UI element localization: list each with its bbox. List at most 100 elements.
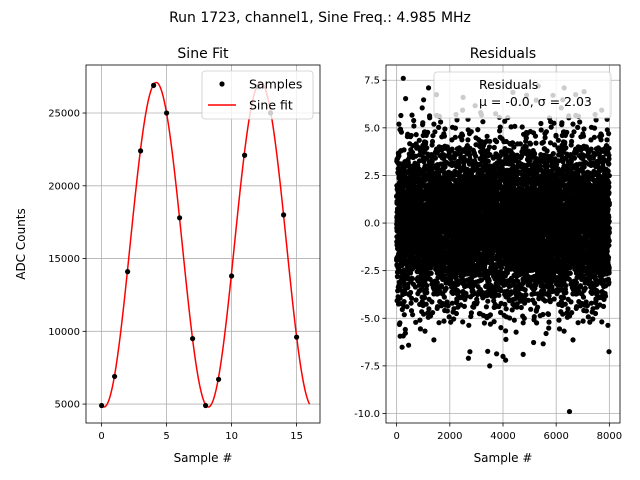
residual-point (409, 275, 415, 282)
residual-point (429, 299, 435, 305)
residual-point (520, 351, 526, 357)
legend-sine-fit-label: Sine fit (249, 98, 293, 113)
residual-point (452, 134, 458, 140)
sample-point (177, 215, 183, 221)
residual-point (397, 295, 403, 301)
residual-point (517, 141, 524, 147)
residual-point (417, 326, 423, 332)
residual-point (494, 139, 500, 145)
residual-point (522, 287, 528, 293)
sine-fit-ytick-label: 20000 (48, 181, 80, 192)
residual-point (422, 328, 428, 334)
residual-point (513, 329, 519, 335)
residuals-panel: 0 2000 4000 6000 8000-10.0-7.5-5.0-2.50.02.5… (354, 46, 622, 465)
residual-point (422, 295, 428, 301)
residual-point (408, 300, 414, 306)
residual-point (511, 317, 517, 323)
residual-point (426, 306, 432, 312)
residual-point (446, 314, 452, 320)
sine-fit-xtick-label: 5 (163, 431, 169, 442)
residual-point (456, 289, 462, 295)
residual-point (402, 330, 408, 336)
residual-point (519, 124, 525, 130)
residual-point (486, 144, 493, 150)
sine-fit-ytick-label: 10000 (48, 327, 80, 338)
sine-fit-xtick-label: 0 (98, 431, 104, 442)
residual-point (432, 129, 438, 135)
residual-point (453, 310, 459, 317)
residual-point (444, 308, 450, 314)
residual-point (452, 125, 458, 131)
residual-point (460, 319, 466, 325)
residual-point (480, 119, 486, 125)
residual-point (503, 328, 509, 334)
residual-point (413, 297, 419, 303)
residual-point (397, 320, 403, 326)
residual-point (485, 158, 491, 164)
sine-fit-ytick-label: 15000 (48, 254, 80, 265)
residual-point (497, 124, 503, 130)
residual-point (523, 292, 529, 298)
residual-point (496, 292, 502, 298)
residual-point (432, 155, 438, 161)
sample-point (112, 373, 118, 380)
residual-point (424, 145, 430, 151)
residual-point (409, 149, 416, 155)
residual-point (441, 294, 447, 300)
legend-samples-label: Samples (249, 77, 302, 92)
sample-point (203, 402, 209, 409)
residual-point (423, 139, 429, 145)
residual-point (498, 325, 504, 331)
residual-point (419, 299, 425, 305)
sample-point (151, 82, 157, 88)
residual-point (427, 115, 433, 121)
residual-point (398, 129, 404, 135)
sample-point (281, 212, 287, 218)
residual-point (424, 290, 430, 296)
residual-point (473, 153, 479, 159)
residual-point (449, 146, 455, 152)
residual-point (413, 319, 419, 325)
residual-point (396, 153, 402, 159)
residual-point (398, 112, 404, 119)
residual-point (441, 318, 447, 324)
sine-fit-ylabel: ADC Counts (14, 208, 28, 280)
residual-point (459, 137, 465, 143)
residual-point (451, 316, 457, 322)
sine-fit-ytick-label: 25000 (48, 109, 80, 120)
residual-point (518, 304, 524, 311)
residual-point (417, 317, 423, 323)
residual-point (404, 304, 410, 310)
residuals-plot-area (394, 75, 612, 415)
residual-point (503, 306, 509, 312)
sine-fit-ytick-label: 5000 (55, 400, 80, 411)
residual-point (485, 298, 491, 304)
sample-point (216, 376, 222, 382)
residual-point (431, 121, 437, 127)
residual-point (487, 138, 493, 144)
residual-point (467, 349, 473, 355)
residual-point (485, 348, 491, 354)
residual-point (421, 97, 427, 103)
residual-point (521, 315, 527, 321)
residual-point (407, 270, 414, 276)
residual-point (425, 129, 431, 135)
residual-point (459, 132, 466, 138)
residual-point (421, 311, 427, 317)
residual-point (394, 273, 400, 280)
residual-point (411, 123, 417, 129)
residual-point (520, 320, 526, 326)
sine-fit-line (101, 81, 311, 408)
sine-fit-legend: Samples Sine fit (201, 70, 314, 120)
residual-point (465, 137, 471, 143)
residual-point (408, 308, 415, 314)
residual-point (429, 138, 436, 145)
sine-fit-xtick-label: 15 (290, 431, 303, 442)
sample-point (164, 110, 170, 116)
residual-point (420, 120, 426, 126)
residual-point (468, 310, 474, 316)
residual-point (409, 112, 415, 118)
residual-point (413, 132, 419, 138)
